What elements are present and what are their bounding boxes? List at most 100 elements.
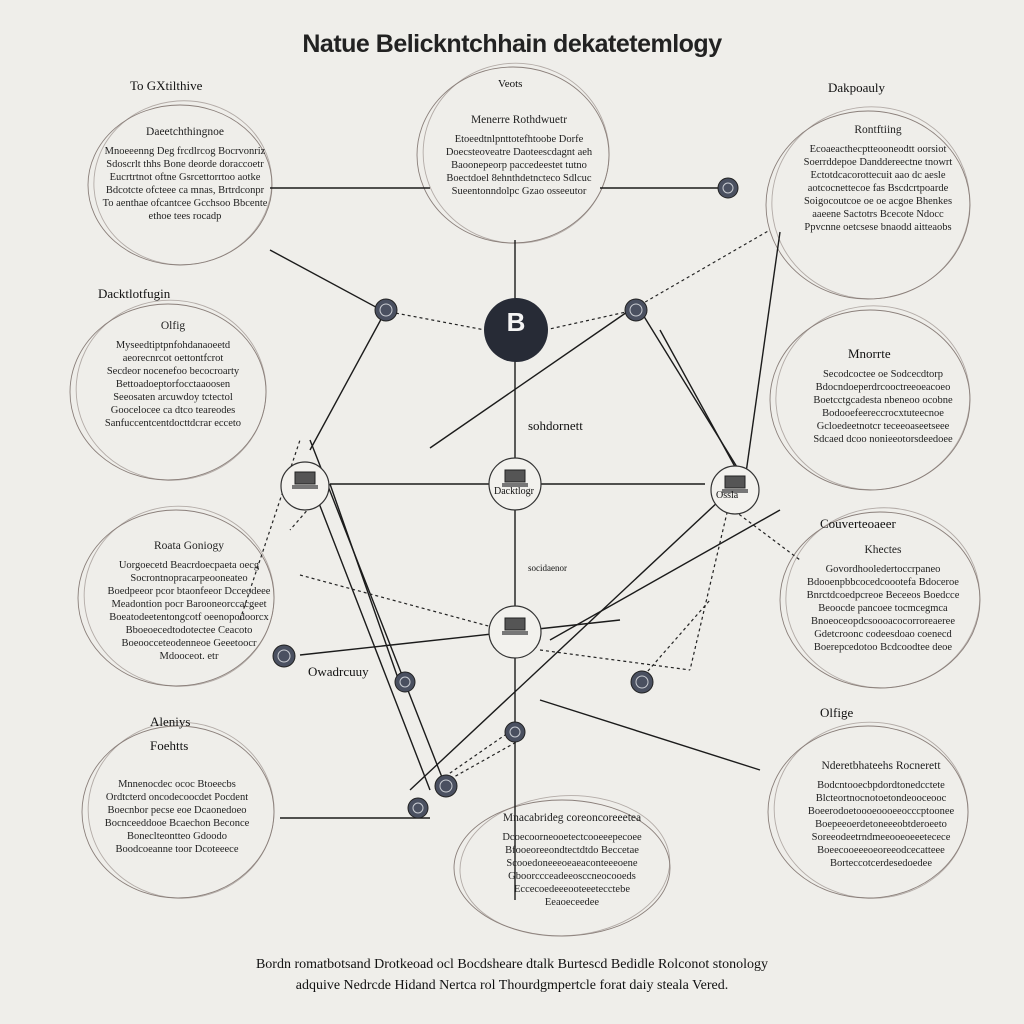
connector-line: [409, 499, 721, 791]
connector-line: [744, 231, 781, 481]
card-text-line: Sanfuccentcentdocttdcrar ecceto: [104, 418, 242, 429]
card-top-right: Rontftiing Ecoaeacthecptteooneodtt oorsio…: [796, 124, 960, 234]
sketch-bubble: [779, 507, 981, 689]
card-text-line: Gdetcroonc codeesdoao coenecd: [814, 629, 952, 640]
card-text-line: Blcteortnocnotoetondeooceooc: [815, 793, 947, 804]
card-text-line: Doecsteoveatre Daoteescdagnt aeh: [445, 147, 593, 158]
card-text-line: aeorecnrcot oettontfcrot: [122, 353, 224, 364]
card-text-line: Bodcntooecbpdordtonedcctete: [817, 780, 945, 791]
label-top-right: Dakpoauly: [828, 80, 886, 95]
dashed-connector: [544, 309, 636, 331]
card-top-center: Menerre Rothdwuetr Etoeedtnlpnttotefhtoob…: [444, 114, 594, 198]
card-text-line: Boodcoeanne toor Dcoteeece: [115, 844, 239, 855]
label-left-mid: Dacktlotfugin: [98, 286, 171, 301]
dashed-connector: [444, 739, 521, 783]
card-text-line: Bocnceeddooe Bcaechon Beconce: [104, 818, 250, 829]
label-right-mid: Mnorrte: [848, 346, 891, 361]
sketch-bubble: [769, 305, 971, 491]
card-text-line: Ectotdcacorottecuit aao dc aesle: [810, 170, 946, 181]
card-text-line: Bboeoecedtodotectee Ceacoto: [125, 625, 253, 636]
card-text-line: Secodcoctee oe Sodcecdtorp: [822, 369, 944, 380]
card-mid-left: Olfig Myseedtiptpnfohdanaoeetd aeorecnrcot…: [88, 320, 258, 430]
card-text-line: Gcloedeetnotcr teceeoaseetseee: [816, 421, 950, 432]
card-text-line: Ecoaeacthecptteooneodtt oorsiot: [809, 144, 947, 155]
connector-line: [549, 509, 781, 641]
connector-line: [539, 699, 761, 771]
card-text-line: Bettoadoeptorfocctaaoosen: [115, 379, 231, 390]
network-node: [407, 797, 429, 819]
card-text-line: Seeosaten arcuwdoy tctectol: [113, 392, 233, 403]
server-icon: [504, 617, 526, 631]
server-node: [488, 605, 542, 659]
network-node: [717, 177, 739, 199]
dashed-connector: [639, 229, 771, 306]
label-left-bottom-a: Aleniys: [150, 714, 191, 729]
card-text-line: Mnoeeenng Deg frcdlrcog Bocrvonriz: [104, 146, 266, 157]
connector-line: [299, 619, 621, 656]
dashed-connector: [689, 499, 731, 671]
network-node: [504, 721, 526, 743]
card-text-line: Gboorccceadeeosccneocooeds: [508, 871, 636, 882]
network-node: [624, 298, 648, 322]
card-heading: Mnacabrideg coreoncoreeetea: [502, 812, 642, 824]
card-heading: Olfig: [160, 320, 186, 332]
label-right-node: Ossla: [716, 490, 739, 501]
card-text-line: Sdcaed dcoo nonieeotorsdeedoee: [813, 434, 953, 445]
card-text-line: Beoocde pancoee tocmcegmca: [818, 603, 948, 614]
label-left-low: Owadrcuuy: [308, 664, 369, 679]
card-text-line: Boedpeeor pcor btaonfeeor Dcceodeee: [107, 586, 271, 597]
card-text-line: Boeatodeetentongcotf oeenopodoorcx: [109, 612, 269, 623]
card-text-line: Boeoocceteodenneoe Geeetoocr: [121, 638, 257, 649]
network-node: [630, 670, 654, 694]
label-left-bottom-b: Foehtts: [150, 738, 189, 753]
card-text-line: Sueentonndolpc Gzao osseeutor: [451, 186, 587, 197]
label-right-low: Olfige: [820, 705, 854, 720]
hub-symbol: B: [506, 307, 526, 337]
dashed-connector: [719, 499, 801, 561]
card-low-left: Roata Goniogy Uorgoecetd Beacrdoecpaeta o…: [104, 540, 274, 663]
card-text-line: Eccecoedeeeooteeetecctebe: [514, 884, 630, 895]
card-text-line: Bdooenpbbcocedcoootefa Bdoceroe: [807, 577, 959, 588]
card-mid-right: Secodcoctee oe Sodcecdtorp Bdocndoeperdrc…: [800, 368, 966, 446]
card-text-line: Secdeor nocenefoo becocroarty: [106, 366, 240, 377]
footer-line-1: Bordn romatbotsand Drotkeoad ocl Bocdshe…: [255, 957, 769, 972]
connector-line: [309, 439, 446, 786]
card-text-line: Soigocoutcoe oe oe acgoe Bhenkes: [803, 196, 953, 207]
card-text-line: Baoonepeorp paccedeestet tutno: [451, 160, 587, 171]
card-heading: Nderetbhateehs Rocnerett: [821, 760, 941, 772]
label-top-center: Veots: [498, 78, 523, 90]
card-text-line: Socrontnopracarpeooneateo: [130, 573, 248, 584]
card-bottom-left: Mnnenocdec ococ Btoeecbs Ordtcterd oncode…: [96, 778, 258, 856]
card-text-line: Boneclteontteo Gdoodo: [126, 831, 228, 842]
card-text-line: Borteccotcerdesedoedee: [829, 858, 933, 869]
card-text-line: Boectdoel 8ehnthdetncteco Sdlcuc: [446, 173, 592, 184]
card-text-line: Goocelocee ca dtco teareodes: [110, 405, 236, 416]
card-text-line: Meadontion pocr Barooneorccacgeet: [111, 599, 267, 610]
card-text-line: Myseedtiptpnfohdanaoeetd: [115, 340, 231, 351]
card-text-line: Scooedoneeeoeaeaconteeeoene: [506, 858, 638, 869]
server-node: [488, 457, 542, 511]
card-text-line: Boerepcedotoo Bcdcoodtee deoe: [813, 642, 953, 653]
server-node: [280, 461, 330, 511]
card-text-line: Boecnbor pecse eoe Dcaonedoeo: [107, 805, 247, 816]
card-text-line: Soreeodeetrndmeeooeoeeetecece: [811, 832, 951, 843]
page-title: Natue Belickntchhain dekatetemlogy: [302, 30, 722, 58]
card-text-line: Bdcotcte ofcteee ca mnas, Brtrdconpr: [105, 185, 265, 196]
card-text-line: Ppvcnne oetcsese bnaodd aitteaobs: [804, 222, 952, 233]
card-heading: Menerre Rothdwuetr: [470, 114, 568, 126]
connector-line: [309, 311, 386, 451]
card-text-line: Bfooeoreeondtectdtdo Beccetae: [505, 845, 639, 856]
card-text-line: Eeaoeceedee: [544, 897, 600, 908]
card-text-line: ethoe tees rocadp: [148, 211, 222, 222]
label-right-mid2: Couverteoaeer: [820, 516, 896, 531]
sketch-bubble: [767, 721, 969, 899]
label-center-mid: sohdornett: [528, 418, 583, 433]
card-text-line: Boeerodoetoooeoooeeocccptoonee: [807, 806, 955, 817]
card-text-line: Mnnenocdec ococ Btoeecbs: [118, 779, 236, 790]
connector-line: [429, 309, 631, 449]
card-text-line: Bnoeoceopdcsoooacocorroreaeree: [810, 616, 955, 627]
dashed-connector: [439, 734, 506, 781]
network-node: [434, 774, 458, 798]
hub-node: [484, 298, 548, 362]
